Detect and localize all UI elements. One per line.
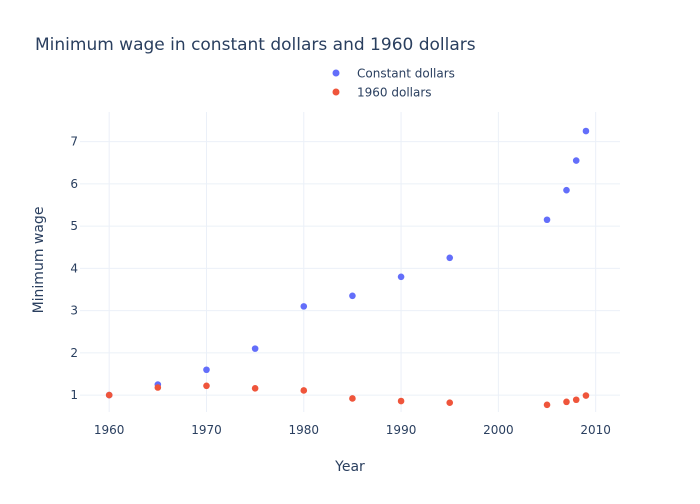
- x-tick-label: 2010: [580, 423, 611, 437]
- constant-dollars-point[interactable]: [543, 216, 551, 224]
- points-layer: [105, 127, 590, 409]
- x-tick-label: 1990: [386, 423, 417, 437]
- 1960-dollars-point[interactable]: [572, 396, 580, 404]
- 1960-dollars-point[interactable]: [203, 382, 210, 390]
- 1960-dollars-point[interactable]: [397, 397, 405, 405]
- constant-dollars-point[interactable]: [582, 127, 590, 135]
- 1960-dollars-point[interactable]: [300, 387, 308, 394]
- y-tick-label: 1: [70, 388, 78, 402]
- y-tick-label: 2: [70, 346, 78, 360]
- chart-title: Minimum wage in constant dollars and 196…: [35, 35, 476, 55]
- constant-dollars-point[interactable]: [572, 157, 580, 164]
- legend[interactable]: Constant dollars 1960 dollars: [332, 67, 455, 100]
- y-tick-label: 7: [70, 135, 78, 149]
- constant-dollars-point[interactable]: [563, 186, 570, 194]
- constant-dollars-point[interactable]: [203, 366, 210, 374]
- 1960-dollars-point[interactable]: [543, 401, 551, 409]
- 1960-dollars-point[interactable]: [446, 399, 454, 407]
- legend-marker-constant-dollars: [332, 69, 340, 77]
- x-tick-label: 1970: [191, 423, 222, 437]
- constant-dollars-point[interactable]: [300, 303, 308, 310]
- legend-item-constant-dollars[interactable]: Constant dollars: [332, 67, 455, 81]
- axis-layer: 1960 1970 1980 1990 2000 2010 1 2 3 4 5 6 7: [70, 135, 611, 437]
- legend-label-constant-dollars: Constant dollars: [357, 67, 455, 81]
- y-tick-label: 6: [70, 177, 78, 191]
- x-tick-label: 2000: [483, 423, 514, 437]
- constant-dollars-point[interactable]: [446, 254, 454, 262]
- legend-item-1960-dollars[interactable]: 1960 dollars: [332, 86, 432, 100]
- y-tick-label: 5: [70, 219, 78, 233]
- legend-label-1960-dollars: 1960 dollars: [357, 86, 432, 100]
- x-axis-title: Year: [334, 459, 365, 475]
- constant-dollars-point[interactable]: [251, 345, 259, 352]
- constant-dollars-point[interactable]: [397, 273, 405, 281]
- x-tick-label: 1980: [289, 423, 320, 437]
- y-tick-label: 3: [70, 304, 78, 318]
- 1960-dollars-point[interactable]: [349, 395, 356, 402]
- 1960-dollars-point[interactable]: [154, 384, 162, 391]
- 1960-dollars-point[interactable]: [251, 385, 259, 392]
- 1960-dollars-point[interactable]: [582, 392, 590, 399]
- y-axis-title: Minimum wage: [31, 207, 47, 314]
- x-tick-label: 1960: [94, 423, 125, 437]
- legend-marker-1960-dollars: [332, 88, 340, 96]
- grid-layer: [80, 112, 620, 412]
- 1960-dollars-point[interactable]: [563, 398, 570, 406]
- 1960-dollars-point[interactable]: [105, 391, 113, 399]
- constant-dollars-point[interactable]: [349, 292, 356, 300]
- y-tick-label: 4: [70, 261, 78, 275]
